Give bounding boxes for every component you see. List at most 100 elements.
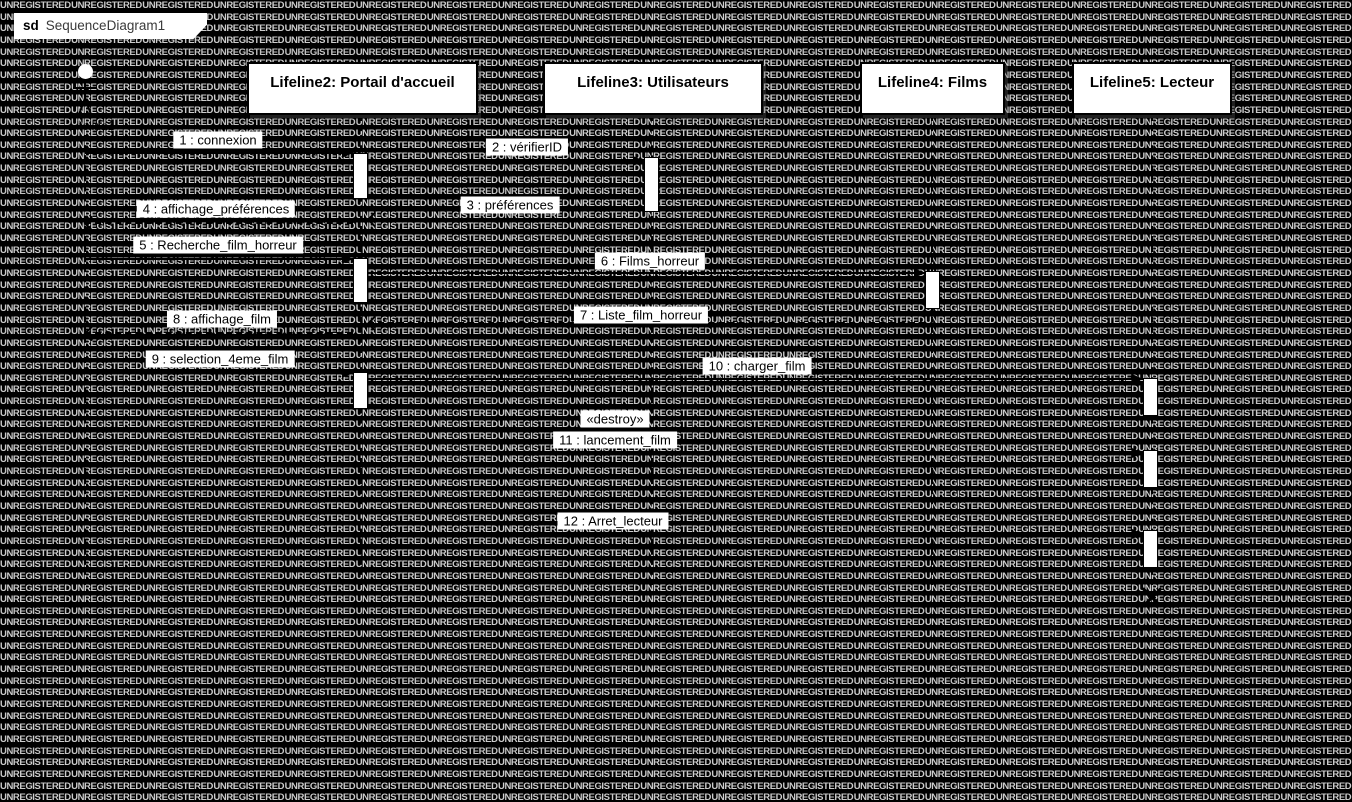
frame-keyword: sd — [23, 18, 39, 33]
message-label-12[interactable]: 12 : Arret_lecteur — [557, 512, 669, 530]
watermark-text: UNREGISTERED — [1209, 291, 1281, 303]
watermark-text: UNREGISTERED — [0, 454, 71, 466]
lifeline-header-3[interactable]: Lifeline3: Utilisateurs — [543, 62, 763, 115]
watermark-text: UNREGISTERED — [0, 279, 71, 291]
watermark-text: UNREGISTERED — [1209, 337, 1281, 349]
message-label-7[interactable]: 7 : Liste_film_horreur — [573, 306, 709, 324]
watermark-text: UNREGISTERED — [853, 302, 925, 314]
watermark-text: UNREGISTERED — [355, 547, 427, 559]
watermark-text: UNREGISTERED — [0, 337, 71, 349]
watermark-text: UNREGISTERED — [1209, 186, 1281, 198]
watermark-text: UNREGISTERED — [1280, 198, 1352, 210]
watermark-text: UNREGISTERED — [1138, 326, 1209, 338]
watermark-text: UNREGISTERED — [1280, 629, 1352, 641]
watermark-text: UNREGISTERED — [1138, 221, 1209, 233]
watermark-text: UNREGISTERED — [1138, 524, 1209, 536]
watermark-text: UNREGISTERED — [284, 349, 356, 361]
watermark-text: UNREGISTERED — [995, 291, 1067, 303]
watermark-text: UNREGISTERED — [1067, 0, 1138, 11]
lifeline-label: Lifeline2: Portail d'accueil — [270, 74, 455, 91]
watermark-text: UNREGISTERED — [853, 605, 925, 617]
watermark-text: UNREGISTERED — [426, 34, 498, 46]
watermark-text: UNREGISTERED — [995, 244, 1067, 256]
watermark-text: UNREGISTERED — [924, 535, 996, 547]
lifeline-header-4[interactable]: Lifeline4: Films — [860, 62, 1005, 115]
message-label-10[interactable]: 10 : charger_film — [702, 357, 812, 375]
watermark-text: UNREGISTERED — [0, 34, 71, 46]
message-label-1[interactable]: 1 : connexion — [173, 131, 263, 149]
activation-bar[interactable] — [644, 157, 659, 212]
watermark-text: UNREGISTERED — [1067, 326, 1138, 338]
activation-bar[interactable] — [1143, 530, 1158, 568]
watermark-text: UNREGISTERED — [0, 372, 71, 384]
activation-bar[interactable] — [925, 271, 940, 309]
watermark-text: UNREGISTERED — [497, 640, 569, 652]
watermark-text: UNREGISTERED — [1067, 291, 1138, 303]
watermark-text: UNREGISTERED — [71, 128, 142, 140]
watermark-text: UNREGISTERED — [0, 396, 71, 408]
watermark-row: UNREGISTEREDUNREGISTEREDUNREGISTEREDUNRE… — [0, 792, 1352, 802]
watermark-text: UNREGISTERED — [0, 116, 71, 128]
message-label-6[interactable]: 6 : Films_horreur — [594, 252, 706, 270]
activation-bar[interactable] — [353, 153, 368, 199]
message-label-2[interactable]: 2 : vérifierID — [485, 138, 569, 156]
watermark-text: UNREGISTERED — [142, 792, 213, 802]
activation-bar[interactable] — [353, 258, 368, 303]
watermark-text: UNREGISTERED — [1138, 279, 1209, 291]
watermark-text: UNREGISTERED — [853, 524, 925, 536]
message-label-4[interactable]: 4 : affichage_préférences — [136, 200, 296, 218]
message-line — [368, 218, 644, 220]
message-label-9[interactable]: 9 : selection_4eme_film — [145, 350, 295, 368]
watermark-text: UNREGISTERED — [0, 267, 71, 279]
watermark-text: UNREGISTERED — [1280, 675, 1352, 687]
watermark-text: UNREGISTERED — [213, 780, 285, 792]
activation-bar[interactable] — [1143, 450, 1158, 488]
watermark-row: UNREGISTEREDUNREGISTEREDUNREGISTEREDUNRE… — [0, 617, 1352, 629]
message-label-11[interactable]: 11 : lancement_film — [553, 431, 677, 449]
watermark-text: UNREGISTERED — [213, 151, 285, 163]
watermark-text: UNREGISTERED — [284, 710, 356, 722]
message-label-3[interactable]: 3 : préférences — [460, 196, 560, 214]
message-label-8[interactable]: 8 : affichage_film — [166, 310, 278, 328]
activation-bar[interactable] — [353, 372, 368, 409]
watermark-text: UNREGISTERED — [924, 349, 996, 361]
watermark-text: UNREGISTERED — [142, 489, 213, 501]
watermark-text: UNREGISTERED — [995, 93, 1067, 105]
watermark-text: UNREGISTERED — [426, 186, 498, 198]
watermark-text: UNREGISTERED — [995, 314, 1067, 326]
lifeline-header-2[interactable]: Lifeline2: Portail d'accueil — [247, 62, 478, 115]
watermark-text: UNREGISTERED — [213, 326, 285, 338]
watermark-text: UNREGISTERED — [995, 233, 1067, 244]
watermark-text: UNREGISTERED — [355, 524, 427, 536]
watermark-text: UNREGISTERED — [0, 722, 71, 734]
activation-bar[interactable] — [1143, 378, 1158, 416]
watermark-text: UNREGISTERED — [71, 757, 142, 769]
watermark-row: UNREGISTEREDUNREGISTEREDUNREGISTEREDUNRE… — [0, 757, 1352, 769]
message-label-5[interactable]: 5 : Recherche_film_horreur — [133, 236, 303, 254]
watermark-text: UNREGISTERED — [1138, 570, 1209, 582]
watermark-text: UNREGISTERED — [995, 442, 1067, 454]
watermark-text: UNREGISTERED — [142, 768, 213, 780]
watermark-text: UNREGISTERED — [569, 524, 640, 536]
actor-label[interactable]: Lifeline1 — [69, 119, 115, 133]
watermark-text: UNREGISTERED — [924, 186, 996, 198]
watermark-text: UNREGISTERED — [71, 687, 142, 699]
watermark-text: UNREGISTERED — [1067, 524, 1138, 536]
watermark-text: UNREGISTERED — [71, 163, 142, 175]
watermark-text: UNREGISTERED — [1138, 419, 1209, 431]
watermark-text: UNREGISTERED — [1209, 46, 1281, 58]
watermark-text: UNREGISTERED — [142, 442, 213, 454]
watermark-text: UNREGISTERED — [569, 629, 640, 641]
watermark-text: UNREGISTERED — [0, 710, 71, 722]
watermark-text: UNREGISTERED — [924, 163, 996, 175]
actor-head[interactable] — [77, 63, 93, 79]
watermark-text: UNREGISTERED — [355, 349, 427, 361]
message-stereotype: «destroy» — [580, 410, 650, 428]
lifeline-header-5[interactable]: Lifeline5: Lecteur — [1072, 62, 1232, 115]
watermark-text: UNREGISTERED — [71, 652, 142, 664]
watermark-text: UNREGISTERED — [1138, 46, 1209, 58]
watermark-text: UNREGISTERED — [924, 116, 996, 128]
watermark-text: UNREGISTERED — [284, 396, 356, 408]
arrowhead-icon — [914, 268, 925, 278]
watermark-text: UNREGISTERED — [497, 163, 569, 175]
